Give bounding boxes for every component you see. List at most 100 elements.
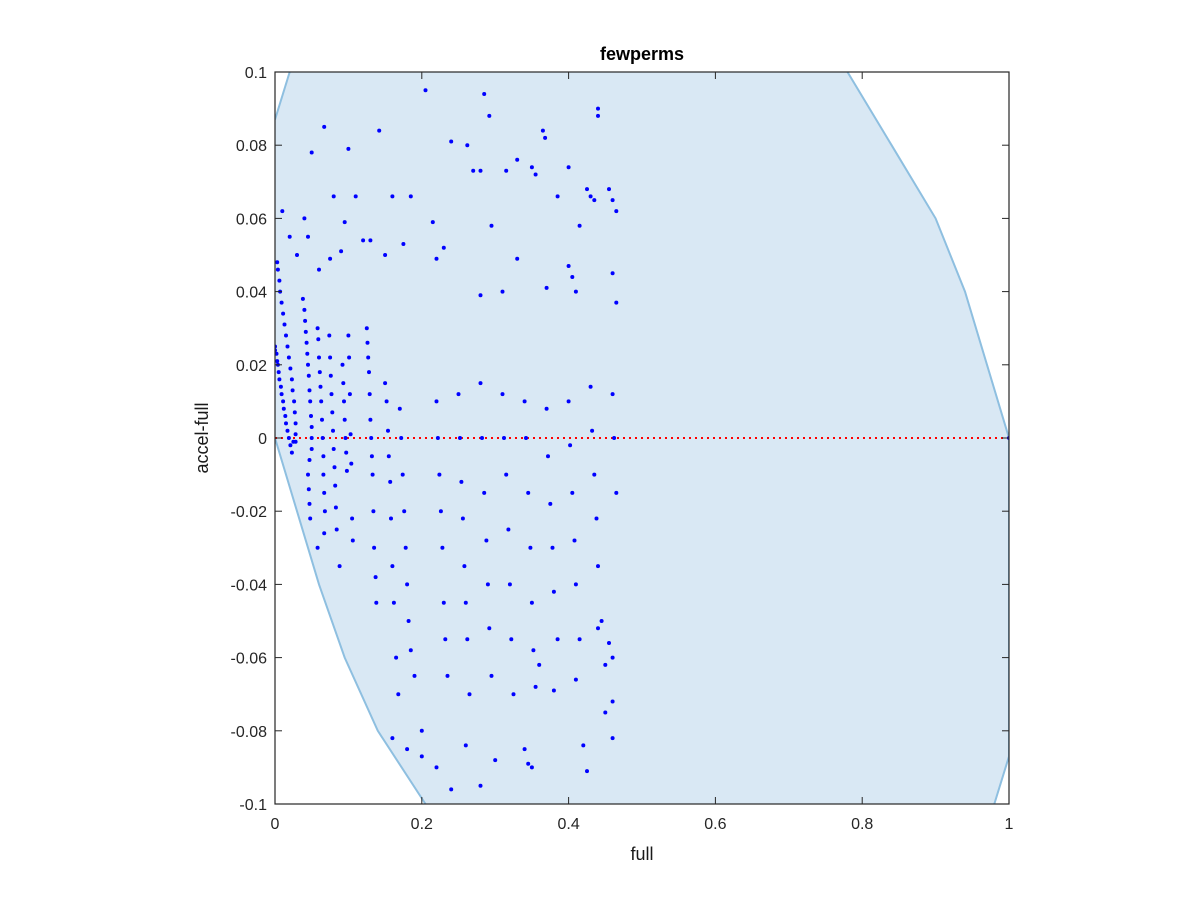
data-point (509, 637, 514, 642)
data-point (566, 399, 571, 404)
data-point (594, 516, 599, 521)
data-point (585, 187, 589, 192)
data-point (328, 256, 333, 261)
data-point (485, 582, 490, 587)
data-point (487, 626, 492, 631)
data-point (596, 626, 600, 631)
data-point (277, 278, 282, 283)
plot-area: 0 0.2 0.4 0.6 0.8 1 -0.1-0.08-0.06-0.04-0.020… (231, 65, 1014, 833)
data-point (321, 454, 326, 459)
data-point (543, 135, 548, 140)
data-point (531, 648, 536, 653)
data-point (471, 168, 476, 173)
data-point (610, 392, 615, 397)
data-point (329, 392, 334, 397)
data-point (614, 490, 619, 495)
data-point (390, 564, 395, 569)
data-point (316, 337, 321, 342)
data-point (372, 545, 377, 550)
data-point (441, 600, 446, 605)
data-point (599, 619, 604, 623)
data-point (482, 92, 487, 96)
data-point (405, 747, 410, 752)
data-point (423, 88, 428, 93)
data-point (319, 399, 324, 404)
data-point (275, 359, 280, 364)
data-point (277, 377, 282, 382)
data-point (507, 582, 512, 587)
data-point (592, 198, 597, 203)
data-point (308, 516, 313, 521)
data-point (537, 662, 542, 667)
data-point (478, 168, 483, 173)
data-point (306, 373, 311, 378)
data-point (284, 333, 288, 338)
y-tick-label: -0.1 (239, 797, 267, 814)
data-point (315, 545, 320, 550)
data-point (309, 414, 313, 418)
data-point (307, 458, 312, 462)
data-point (344, 450, 349, 455)
data-point (340, 362, 345, 367)
data-point (610, 736, 615, 741)
data-point (346, 146, 351, 151)
data-point (526, 761, 531, 766)
data-point (572, 538, 577, 543)
data-point (281, 406, 286, 411)
data-point (304, 340, 309, 345)
data-point (588, 194, 593, 199)
data-point (307, 388, 312, 393)
data-point (529, 600, 534, 605)
data-point (441, 245, 446, 250)
data-point (347, 392, 352, 397)
data-point (489, 223, 494, 228)
data-point (331, 194, 336, 199)
data-point (465, 637, 470, 642)
data-point (546, 454, 550, 459)
data-point (286, 355, 291, 360)
data-point (332, 465, 337, 470)
data-point (435, 436, 440, 440)
data-point (284, 421, 288, 426)
data-point (478, 783, 483, 788)
data-point (334, 527, 339, 532)
data-point (487, 113, 492, 118)
y-tick-label: -0.06 (231, 651, 268, 668)
data-point (570, 275, 575, 279)
data-point (402, 509, 407, 514)
data-point (285, 428, 290, 433)
data-point (401, 242, 406, 246)
data-point (529, 765, 534, 770)
data-point (400, 472, 405, 477)
data-point (317, 370, 322, 375)
data-point (383, 253, 388, 257)
data-point (309, 436, 314, 440)
data-point (614, 300, 619, 305)
x-axis-label: full (630, 844, 653, 864)
data-point (445, 673, 450, 678)
chart-title: fewperms (600, 44, 684, 64)
data-point (403, 545, 408, 550)
data-point (610, 655, 615, 660)
data-point (419, 728, 424, 733)
data-point (504, 168, 509, 173)
y-tick-label: 0.02 (236, 358, 267, 375)
data-point (330, 410, 335, 415)
data-point (369, 436, 374, 440)
data-point (493, 758, 498, 763)
data-point (555, 637, 560, 642)
x-tick-label: 0.6 (704, 816, 726, 833)
y-tick-label: 0.08 (236, 138, 267, 155)
data-point (419, 754, 424, 759)
data-point (434, 256, 439, 261)
y-tick-label: 0 (258, 431, 267, 448)
data-point (348, 432, 353, 437)
data-point (596, 113, 600, 118)
data-point (346, 333, 351, 338)
data-point (386, 428, 390, 433)
data-point (394, 655, 399, 660)
data-point (286, 436, 291, 440)
data-point (374, 600, 379, 605)
data-point (384, 399, 389, 404)
